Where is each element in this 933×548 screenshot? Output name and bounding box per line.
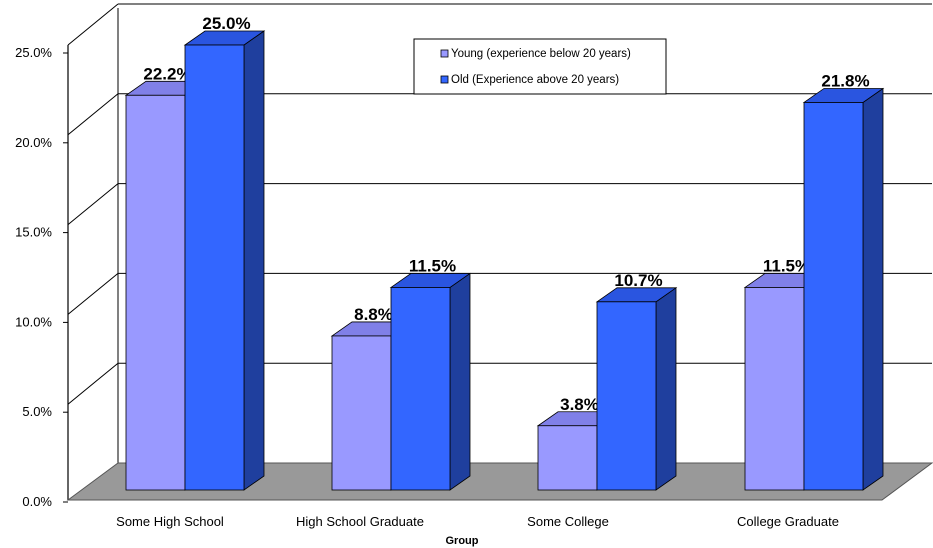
y-tick-label: 5.0% — [22, 404, 52, 419]
data-label: 3.8% — [560, 395, 599, 414]
bar — [184, 44, 245, 491]
x-axis-title: Group — [446, 535, 479, 547]
y-tick-label: 10.0% — [15, 314, 52, 329]
bars: 22.2% 25.0% 8.8% 11.5% 3.8% 10.7% 11.5% 21.8% — [124, 14, 885, 491]
chart-floor — [66, 462, 933, 501]
y-tick-label: 15.0% — [15, 225, 52, 240]
x-category-label: High School Graduate — [296, 514, 424, 529]
gridline-wall-2 — [67, 273, 119, 315]
bar-group: 21.8% — [802, 71, 885, 491]
bar — [331, 335, 392, 491]
gridline-wall-3 — [67, 183, 119, 225]
gridline-wall-1 — [67, 362, 119, 405]
bar — [125, 94, 186, 491]
legend-label-young: Young (experience below 20 years) — [451, 48, 631, 60]
gridline-wall-5 — [67, 3, 119, 46]
bar-group: 11.5% — [389, 256, 472, 491]
y-tick-label: 0.0% — [22, 494, 52, 509]
data-label: 25.0% — [202, 14, 250, 33]
bar-side — [862, 87, 884, 491]
bar — [744, 287, 805, 491]
legend-box — [413, 38, 667, 95]
floor-plane — [66, 462, 933, 501]
legend-label-old: Old (Experience above 20 years) — [451, 74, 619, 86]
x-category-label: Some High School — [116, 514, 224, 529]
x-axis-labels: Some High School High School Graduate Some… — [116, 514, 839, 529]
legend-swatch-young — [440, 49, 449, 58]
bar-group: 25.0% — [183, 14, 266, 491]
bar — [803, 102, 864, 491]
bar — [596, 301, 657, 491]
data-label: 11.5% — [763, 256, 810, 275]
legend: Young (experience below 20 years) Old (E… — [413, 38, 667, 95]
chart-walls — [67, 8, 119, 500]
x-category-label: Some College — [527, 514, 609, 529]
data-label: 8.8% — [354, 305, 393, 324]
bar-side — [655, 287, 677, 491]
data-label: 11.5% — [409, 256, 456, 275]
data-label: 10.7% — [614, 271, 662, 290]
data-label: 21.8% — [821, 71, 869, 90]
x-category-label: College Graduate — [737, 514, 839, 529]
y-tick-label: 20.0% — [15, 135, 52, 150]
bar — [537, 425, 598, 491]
gridline-wall-4 — [67, 93, 119, 136]
bar — [390, 287, 451, 491]
y-tick-label: 25.0% — [15, 45, 52, 60]
y-axis-ticks: 0.0% 5.0% 10.0% 15.0% 20.0% 25.0% — [15, 45, 68, 509]
bar-group: 10.7% — [595, 271, 678, 491]
data-label: 22.2% — [143, 64, 191, 83]
legend-swatch-old — [440, 75, 449, 84]
bar-side — [449, 272, 471, 491]
bar-side — [243, 30, 265, 491]
